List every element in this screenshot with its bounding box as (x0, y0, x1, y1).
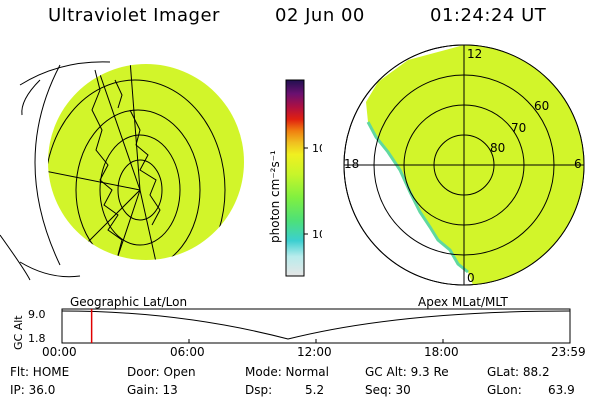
x-tick-0600: 06:00 (170, 345, 205, 359)
mlt-label-12: 12 (467, 47, 482, 61)
glon-label: GLon: (487, 383, 522, 397)
lat-label-60: 60 (534, 99, 549, 113)
x-tick-2359: 23:59 (551, 345, 586, 359)
apex-label: Apex MLat/MLT (418, 295, 508, 309)
altitude-x-ticks (188, 339, 444, 343)
mode-status: Mode: Normal (245, 365, 329, 379)
seq-status: Seq: 30 (365, 383, 411, 397)
ip-status: IP: 36.0 (10, 383, 56, 397)
mlt-label-0: 0 (467, 271, 475, 285)
observation-date: 02 Jun 00 (275, 5, 365, 26)
color-scale-bar: 100 10 photon cm⁻²s⁻¹ (268, 79, 322, 277)
mlt-label-6: 6 (574, 157, 582, 171)
colorbar-unit-label: photon cm⁻²s⁻¹ (268, 150, 282, 243)
altitude-timeline-plot: GC Alt 9.0 1.8 (12, 308, 571, 350)
altitude-curve (61, 310, 571, 340)
glon-value: 63.9 (548, 383, 575, 397)
coastlines (91, 69, 161, 256)
polar-mlat-mlt-view: 12 18 6 0 60 70 80 (343, 44, 585, 286)
gain-status: Gain: 13 (127, 383, 178, 397)
colorbar-tick-100: 100 (312, 142, 322, 155)
x-tick-0000: 00:00 (42, 345, 77, 359)
x-tick-1800: 18:00 (424, 345, 459, 359)
instrument-title: Ultraviolet Imager (48, 5, 220, 26)
glat-status: GLat: 88.2 (487, 365, 550, 379)
altitude-axis-label: GC Alt (12, 315, 25, 350)
altitude-tick-low: 1.8 (28, 332, 46, 345)
door-status: Door: Open (127, 365, 196, 379)
x-tick-1200: 12:00 (297, 345, 332, 359)
uv-image-disk (48, 64, 244, 260)
globe-outline-curves (0, 61, 111, 281)
lat-label-70: 70 (511, 121, 526, 135)
observation-time: 01:24:24 UT (430, 5, 547, 26)
lat-lon-grid (48, 64, 226, 260)
mlt-label-18: 18 (344, 157, 359, 171)
geographic-globe-view (0, 61, 244, 281)
altitude-tick-high: 9.0 (28, 308, 46, 321)
gc-altitude-status: GC Alt: 9.3 Re (365, 365, 449, 379)
polar-grid (343, 44, 585, 286)
flight-status: Flt: HOME (10, 365, 70, 379)
dsp-value: 5.2 (305, 383, 325, 397)
dsp-label: Dsp: (245, 383, 273, 397)
colorbar-tick-10: 10 (312, 228, 322, 241)
lat-label-80: 80 (490, 141, 505, 155)
geographic-label: Geographic Lat/Lon (70, 295, 188, 309)
